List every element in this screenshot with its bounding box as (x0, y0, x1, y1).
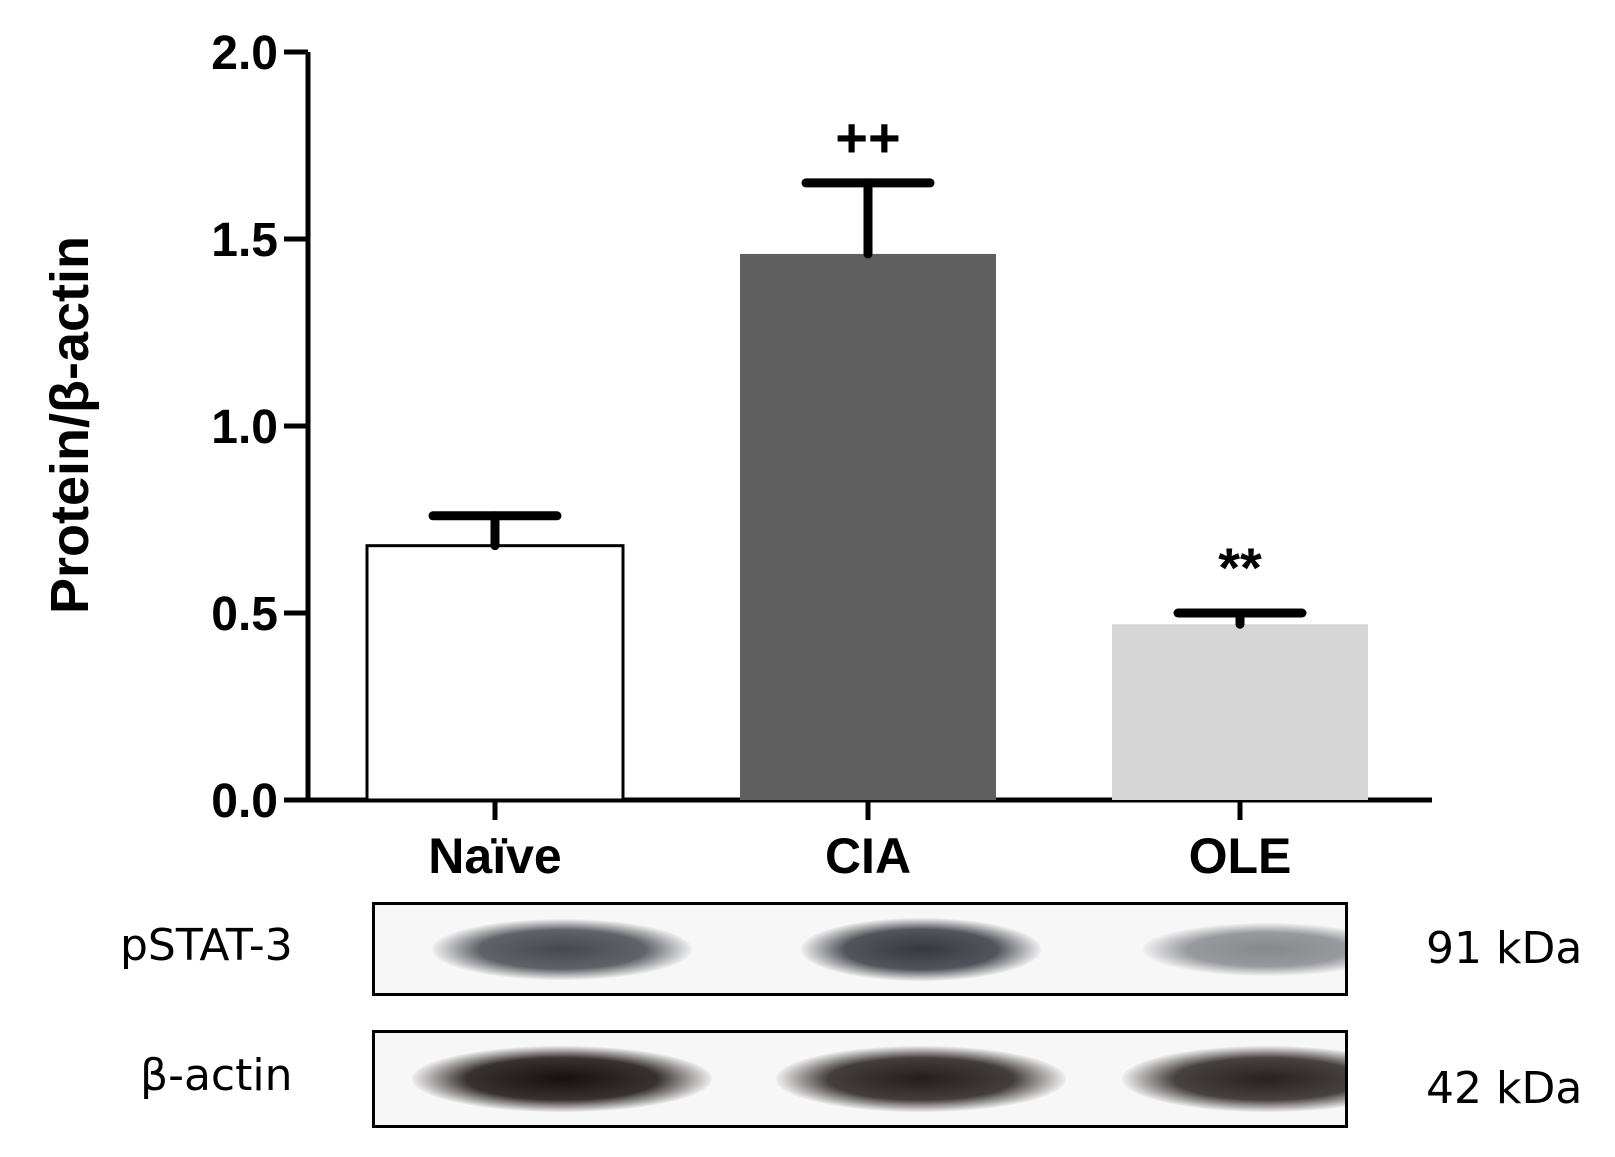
x-tick-label: Naïve (428, 828, 561, 880)
x-tick-label: CIA (825, 828, 911, 880)
blot-band (432, 918, 692, 980)
bar-cia (740, 253, 996, 800)
blot-band (776, 1046, 1066, 1112)
chart-bars: ++ ** (365, 106, 1368, 802)
significance-label: ** (1218, 536, 1262, 599)
blot-mw-bactin: 42 kDa (1426, 1063, 1583, 1114)
x-tick-label: OLE (1189, 828, 1292, 880)
blot-band (412, 1046, 712, 1112)
blot-mw-pstat3: 91 kDa (1426, 923, 1583, 974)
y-tick-label: 1.5 (211, 214, 278, 267)
y-tick-label: 1.0 (211, 401, 278, 454)
blot-panel-pstat3 (372, 902, 1348, 996)
significance-label: ++ (835, 106, 900, 169)
bar-ole (1112, 624, 1368, 800)
y-axis-label: Protein/β-actin (40, 236, 100, 614)
bar-chart: 0.0 0.5 1.0 1.5 2.0 Naïve CIA OLE ++ ** Protein/… (40, 27, 1432, 880)
blot-panel-bactin (372, 1030, 1348, 1128)
blot-band (801, 917, 1041, 981)
blot-band (1122, 1046, 1345, 1112)
bar-naïve (365, 544, 625, 802)
y-tick-label: 0.0 (211, 775, 278, 828)
blot-label-pstat3: pSTAT-3 (120, 920, 293, 971)
chart-axes: 0.0 0.5 1.0 1.5 2.0 Naïve CIA OLE (211, 27, 1432, 880)
y-tick-label: 2.0 (211, 27, 278, 80)
blot-band (1142, 922, 1345, 976)
y-tick-label: 0.5 (211, 588, 278, 641)
blot-label-bactin: β-actin (140, 1050, 293, 1101)
